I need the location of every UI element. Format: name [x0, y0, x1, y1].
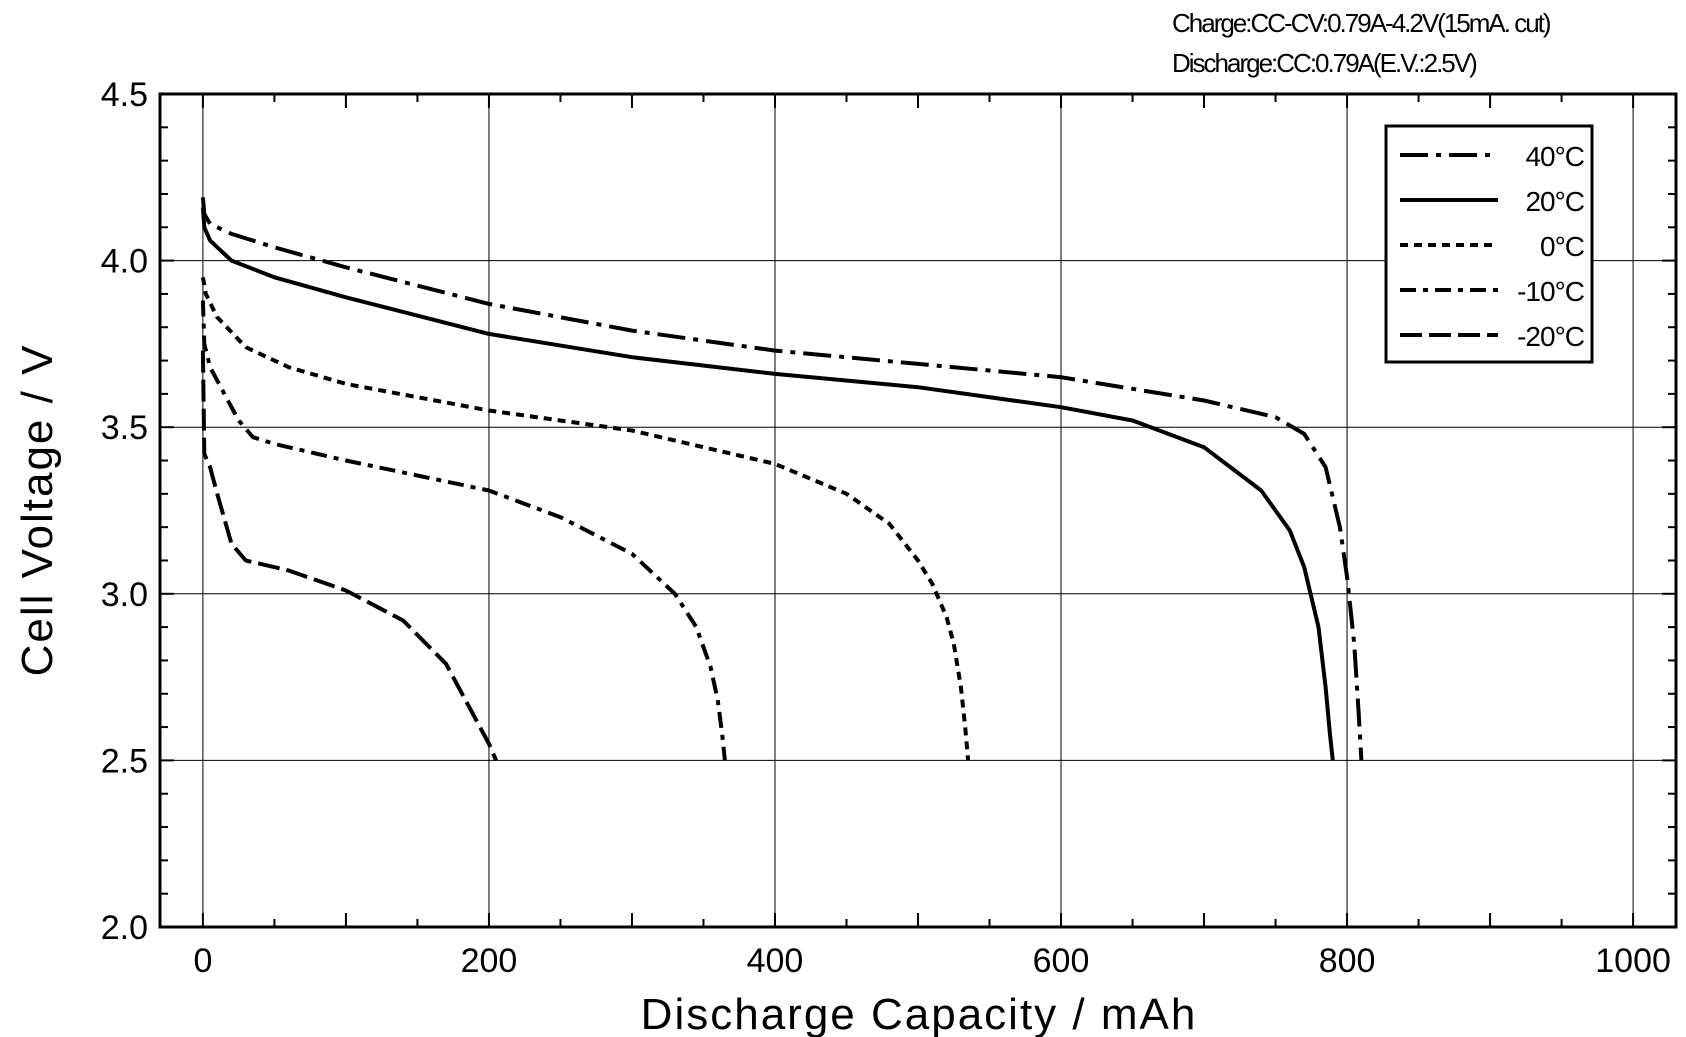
x-tick-label: 600: [1033, 942, 1090, 980]
legend-label-1: 40°C: [1525, 141, 1584, 172]
legend-label-4: -10°C: [1517, 276, 1585, 307]
charge-conditions: Charge:CC-CV:0.79A-4.2V(15mA. cut): [1172, 8, 1552, 38]
series-group: [200, 197, 1364, 762]
y-tick-label: 4.0: [101, 243, 148, 281]
legend-label-5: -20°C: [1517, 321, 1585, 352]
x-axis-title: Discharge Capacity / mAh: [641, 990, 1198, 1037]
series-line-2: [200, 207, 1335, 761]
x-tick-label: 0: [193, 942, 212, 980]
y-tick-labels: 2.0 2.5 3.0 3.5 4.0 4.5: [101, 76, 148, 947]
x-tick-labels: 0 200 400 600 800 1000: [193, 942, 1670, 980]
series-line-5: [200, 350, 498, 762]
y-tick-label: 2.5: [101, 742, 148, 780]
series-line-3: [200, 276, 971, 761]
series-line-4: [200, 300, 727, 761]
y-tick-label: 3.5: [101, 409, 148, 447]
legend-label-2: 20°C: [1525, 186, 1584, 217]
y-tick-label: 3.0: [101, 576, 148, 614]
x-tick-label: 200: [461, 942, 518, 980]
discharge-conditions: Discharge:CC:0.79A(E.V.:2.5V): [1172, 48, 1478, 78]
plot-frame: [158, 92, 1678, 929]
y-tick-label: 2.0: [101, 909, 148, 947]
y-tick-label: 4.5: [101, 76, 148, 114]
x-tick-label: 1000: [1595, 942, 1671, 980]
legend: 40°C 20°C 0°C -10°C -20°C: [1384, 124, 1594, 364]
legend-label-3: 0°C: [1540, 231, 1585, 262]
y-axis-title: Cell Voltage / V: [13, 344, 62, 677]
x-tick-label: 400: [747, 942, 804, 980]
x-tick-label: 800: [1319, 942, 1376, 980]
series-line-1: [200, 197, 1364, 761]
